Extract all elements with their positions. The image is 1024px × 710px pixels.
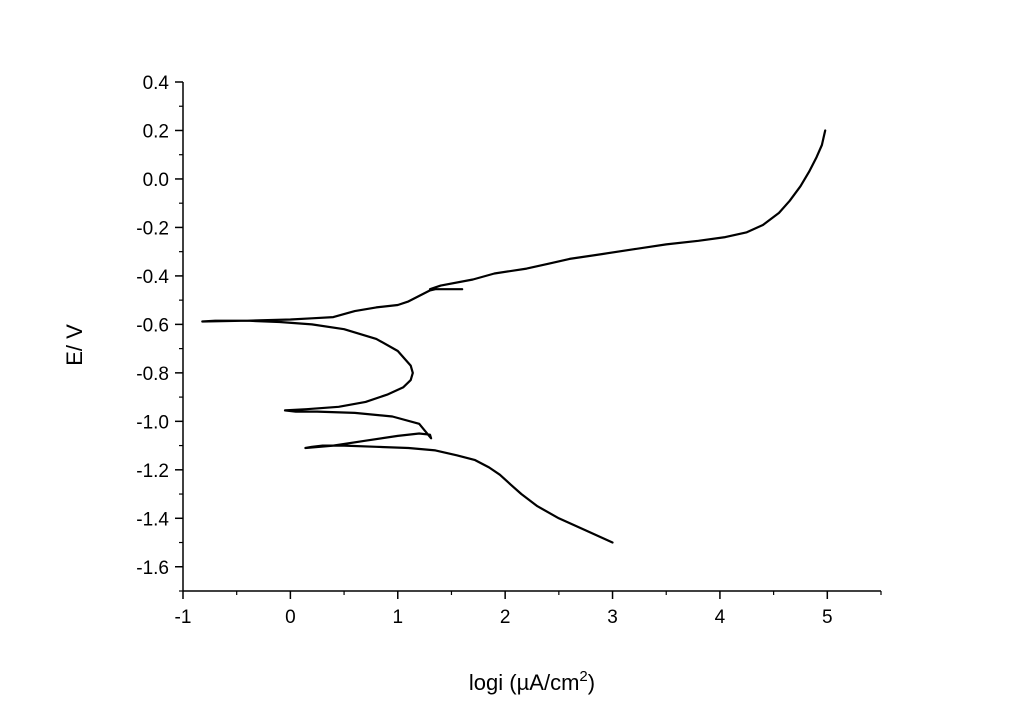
x-tick-label: 0 — [285, 607, 296, 628]
y-tick-label: -0.6 — [136, 315, 169, 336]
series-layer — [201, 129, 827, 544]
tick-labels: -1 0 1 2 3 4 5 0.4 0.2 0.0 -0.2 -0.4 -0.6 -0.8 -1.0 -1.… — [136, 73, 832, 628]
y-tick-label: 0.2 — [143, 121, 169, 142]
y-tick-label: -1.0 — [136, 412, 169, 433]
y-axis-title: E/ V — [62, 324, 87, 366]
y-tick-label: -1.4 — [136, 509, 169, 530]
y-tick-label: -0.4 — [136, 267, 169, 288]
x-tick-label: 3 — [607, 607, 618, 628]
y-tick-label: 0.0 — [143, 170, 169, 191]
x-tick-label: 2 — [500, 607, 511, 628]
y-tick-label: -0.2 — [136, 218, 169, 239]
x-tick-label: 4 — [715, 607, 726, 628]
axes — [182, 82, 881, 592]
y-tick-label: -1.6 — [136, 558, 169, 579]
x-axis-title: logi (µA/cm2) — [469, 668, 595, 695]
x-tick-label: 5 — [822, 607, 833, 628]
ticks — [175, 81, 882, 599]
y-tick-label: 0.4 — [143, 73, 170, 94]
y-tick-label: -0.8 — [136, 364, 169, 385]
polarization-curve — [201, 129, 827, 544]
x-tick-label: 1 — [392, 607, 403, 628]
x-tick-label: -1 — [175, 607, 192, 628]
y-tick-label: -1.2 — [136, 461, 169, 482]
